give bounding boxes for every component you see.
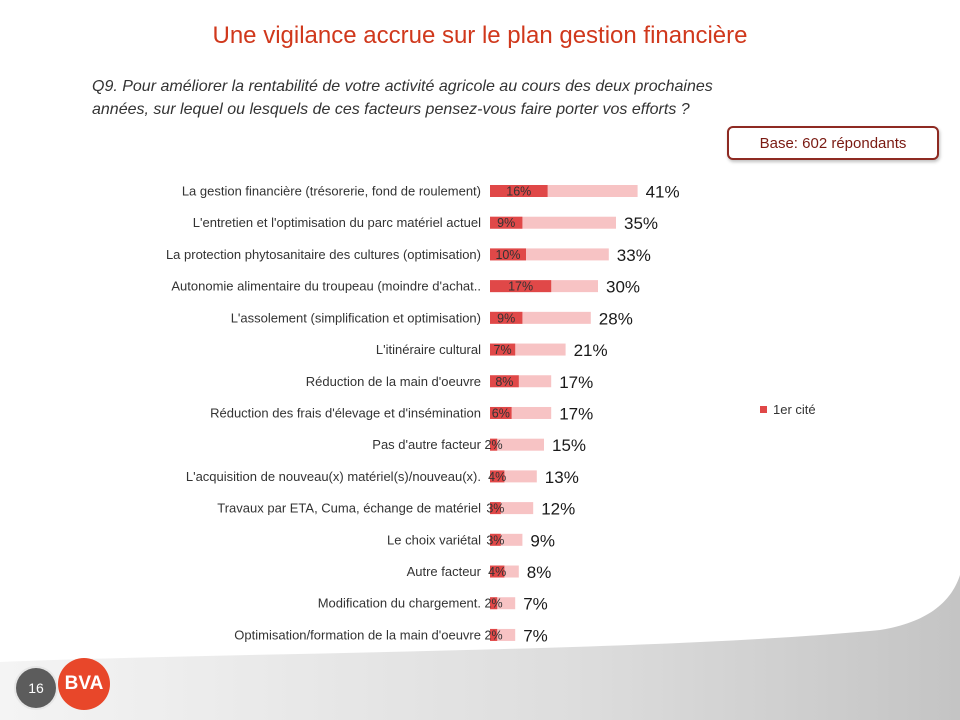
value-label-total: 17% <box>559 404 593 423</box>
category-label: Modification du chargement. <box>318 596 481 611</box>
value-label-total: 7% <box>523 595 548 614</box>
value-label-first-cited: 2% <box>485 438 503 452</box>
value-label-first-cited: 3% <box>486 502 504 516</box>
value-label-total: 30% <box>606 278 640 297</box>
chart-legend: 1er cité <box>760 402 816 417</box>
value-label-first-cited: 3% <box>486 533 504 547</box>
category-label: L'itinéraire cultural <box>376 342 481 357</box>
page-number: 16 <box>16 668 56 708</box>
bar-first-cited <box>490 248 526 261</box>
question-line: Q9. Pour améliorer la rentabilité de vot… <box>92 78 713 95</box>
bar-total <box>490 438 544 451</box>
question-line: années, sur lequel ou lesquels de ces fa… <box>92 101 690 118</box>
bar-first-cited <box>490 185 548 197</box>
bar-first-cited <box>490 470 505 483</box>
bar-first-cited <box>490 533 501 546</box>
bar-first-cited <box>490 565 505 578</box>
value-label-first-cited: 17% <box>508 280 533 294</box>
bar-first-cited <box>490 628 498 641</box>
bar-total <box>490 502 534 515</box>
category-label: Travaux par ETA, Cuma, échange de matéri… <box>217 501 481 516</box>
value-label-total: 35% <box>624 214 658 233</box>
value-label-first-cited: 4% <box>488 470 506 484</box>
bar-first-cited <box>490 375 519 388</box>
value-label-total: 12% <box>541 500 575 519</box>
bar-first-cited <box>490 343 516 356</box>
category-label: Réduction de la main d'oeuvre <box>306 374 481 389</box>
value-label-total: 21% <box>574 341 608 360</box>
category-label: La gestion financière (trésorerie, fond … <box>182 184 481 199</box>
category-label: Optimisation/formation de la main d'oeuv… <box>234 627 481 642</box>
bar-first-cited <box>490 406 512 419</box>
category-label: L'assolement (simplification et optimisa… <box>231 310 481 325</box>
category-label: Le choix variétal <box>387 532 481 547</box>
bva-logo: BVA <box>58 658 110 710</box>
value-label-first-cited: 16% <box>506 185 531 199</box>
category-label: Autonomie alimentaire du troupeau (moind… <box>171 279 481 294</box>
value-label-first-cited: 8% <box>495 375 513 389</box>
value-label-first-cited: 6% <box>492 406 510 420</box>
category-label: La protection phytosanitaire des culture… <box>166 247 481 262</box>
category-label: Pas d'autre facteur <box>372 437 481 452</box>
value-label-total: 13% <box>545 468 579 487</box>
category-label: L'entretien et l'optimisation du parc ma… <box>193 215 481 230</box>
base-badge: Base: 602 répondants <box>727 126 939 160</box>
value-label-total: 17% <box>559 373 593 392</box>
value-label-total: 9% <box>530 531 555 550</box>
value-label-first-cited: 7% <box>494 343 512 357</box>
value-label-total: 33% <box>617 246 651 265</box>
value-label-total: 28% <box>599 309 633 328</box>
category-label: Réduction des frais d'élevage et d'insém… <box>210 405 481 420</box>
value-label-first-cited: 2% <box>485 597 503 611</box>
category-label: Autre facteur <box>407 564 482 579</box>
value-label-total: 8% <box>527 563 552 582</box>
slide-title: Une vigilance accrue sur le plan gestion… <box>212 22 748 49</box>
value-label-total: 15% <box>552 436 586 455</box>
value-label-first-cited: 9% <box>497 311 515 325</box>
value-label-first-cited: 4% <box>488 565 506 579</box>
value-label-first-cited: 2% <box>485 628 503 642</box>
legend-label: 1er cité <box>773 402 816 417</box>
bar-first-cited <box>490 438 498 451</box>
bar-first-cited <box>490 280 552 293</box>
question-text: Q9. Pour améliorer la rentabilité de vot… <box>92 75 912 121</box>
category-label: L'acquisition de nouveau(x) matériel(s)/… <box>186 469 481 484</box>
bar-first-cited <box>490 502 501 515</box>
bar-first-cited <box>490 597 498 610</box>
bar-first-cited <box>490 216 523 229</box>
value-label-first-cited: 10% <box>495 248 520 262</box>
value-label-total: 7% <box>523 626 548 645</box>
bar-first-cited <box>490 311 523 324</box>
bar-total <box>490 248 609 261</box>
legend-swatch <box>760 406 767 413</box>
value-label-total: 41% <box>646 183 680 202</box>
value-label-first-cited: 9% <box>497 216 515 230</box>
